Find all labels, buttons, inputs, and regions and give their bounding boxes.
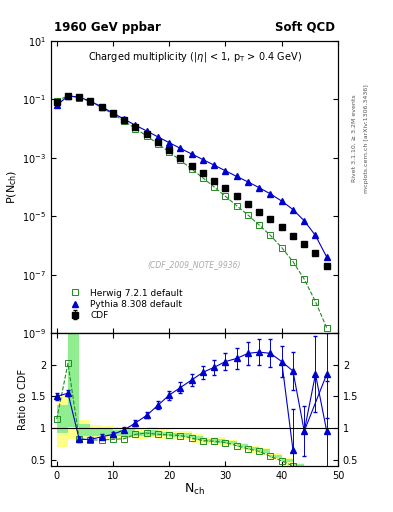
Herwig 7.2.1 default [99, 104, 104, 111]
Pythia 8.308 default [212, 162, 217, 168]
Pythia 8.308 default [279, 198, 284, 204]
Pythia 8.308 default [324, 254, 329, 260]
Herwig 7.2.1 default [88, 99, 93, 105]
Y-axis label: P(N$_\mathrm{ch}$): P(N$_\mathrm{ch}$) [6, 170, 20, 204]
Pythia 8.308 default [156, 134, 160, 140]
Y-axis label: Ratio to CDF: Ratio to CDF [18, 369, 28, 430]
X-axis label: N$_\mathrm{ch}$: N$_\mathrm{ch}$ [184, 482, 205, 497]
Herwig 7.2.1 default [122, 118, 127, 124]
Herwig 7.2.1 default [133, 125, 138, 132]
Herwig 7.2.1 default [290, 259, 295, 265]
Herwig 7.2.1 default [234, 203, 239, 209]
Pythia 8.308 default [122, 116, 127, 122]
Pythia 8.308 default [223, 168, 228, 174]
Herwig 7.2.1 default [77, 94, 82, 100]
Herwig 7.2.1 default [167, 149, 172, 155]
Text: mcplots.cern.ch [arXiv:1306.3436]: mcplots.cern.ch [arXiv:1306.3436] [364, 84, 369, 193]
Pythia 8.308 default [77, 94, 82, 100]
Pythia 8.308 default [290, 206, 295, 212]
Herwig 7.2.1 default [268, 232, 273, 239]
Herwig 7.2.1 default [279, 244, 284, 250]
Herwig 7.2.1 default [257, 222, 262, 228]
Herwig 7.2.1 default [54, 98, 59, 104]
Herwig 7.2.1 default [324, 325, 329, 331]
Herwig 7.2.1 default [144, 133, 149, 139]
Pythia 8.308 default [246, 179, 250, 185]
Herwig 7.2.1 default [246, 212, 250, 218]
Herwig 7.2.1 default [110, 111, 115, 117]
Pythia 8.308 default [178, 145, 183, 152]
Herwig 7.2.1 default [223, 194, 228, 200]
Herwig 7.2.1 default [212, 184, 217, 190]
Legend: Herwig 7.2.1 default, Pythia 8.308 default, CDF: Herwig 7.2.1 default, Pythia 8.308 defau… [61, 286, 185, 323]
Pythia 8.308 default [88, 98, 93, 104]
Herwig 7.2.1 default [200, 175, 205, 181]
Text: 1960 GeV ppbar: 1960 GeV ppbar [54, 20, 161, 34]
Herwig 7.2.1 default [302, 276, 307, 282]
Herwig 7.2.1 default [156, 141, 160, 147]
Herwig 7.2.1 default [189, 166, 194, 172]
Text: (CDF_2009_NOTE_9936): (CDF_2009_NOTE_9936) [148, 260, 241, 269]
Pythia 8.308 default [200, 157, 205, 163]
Pythia 8.308 default [302, 218, 307, 224]
Herwig 7.2.1 default [66, 93, 70, 99]
Pythia 8.308 default [313, 232, 318, 239]
Line: Herwig 7.2.1 default: Herwig 7.2.1 default [54, 93, 329, 331]
Pythia 8.308 default [268, 191, 273, 197]
Pythia 8.308 default [189, 151, 194, 157]
Pythia 8.308 default [133, 122, 138, 129]
Pythia 8.308 default [54, 102, 59, 109]
Pythia 8.308 default [110, 110, 115, 116]
Pythia 8.308 default [66, 93, 70, 99]
Pythia 8.308 default [167, 140, 172, 146]
Line: Pythia 8.308 default: Pythia 8.308 default [54, 93, 329, 260]
Pythia 8.308 default [234, 174, 239, 180]
Herwig 7.2.1 default [313, 298, 318, 305]
Text: Soft QCD: Soft QCD [275, 20, 335, 34]
Text: Charged multiplicity ($|\eta|$ < 1, p$_\mathrm{T}$ > 0.4 GeV): Charged multiplicity ($|\eta|$ < 1, p$_\… [88, 50, 301, 63]
Pythia 8.308 default [257, 185, 262, 191]
Pythia 8.308 default [99, 103, 104, 110]
Pythia 8.308 default [144, 128, 149, 134]
Text: Rivet 3.1.10, ≥ 3.2M events: Rivet 3.1.10, ≥ 3.2M events [352, 94, 357, 182]
Herwig 7.2.1 default [178, 157, 183, 163]
